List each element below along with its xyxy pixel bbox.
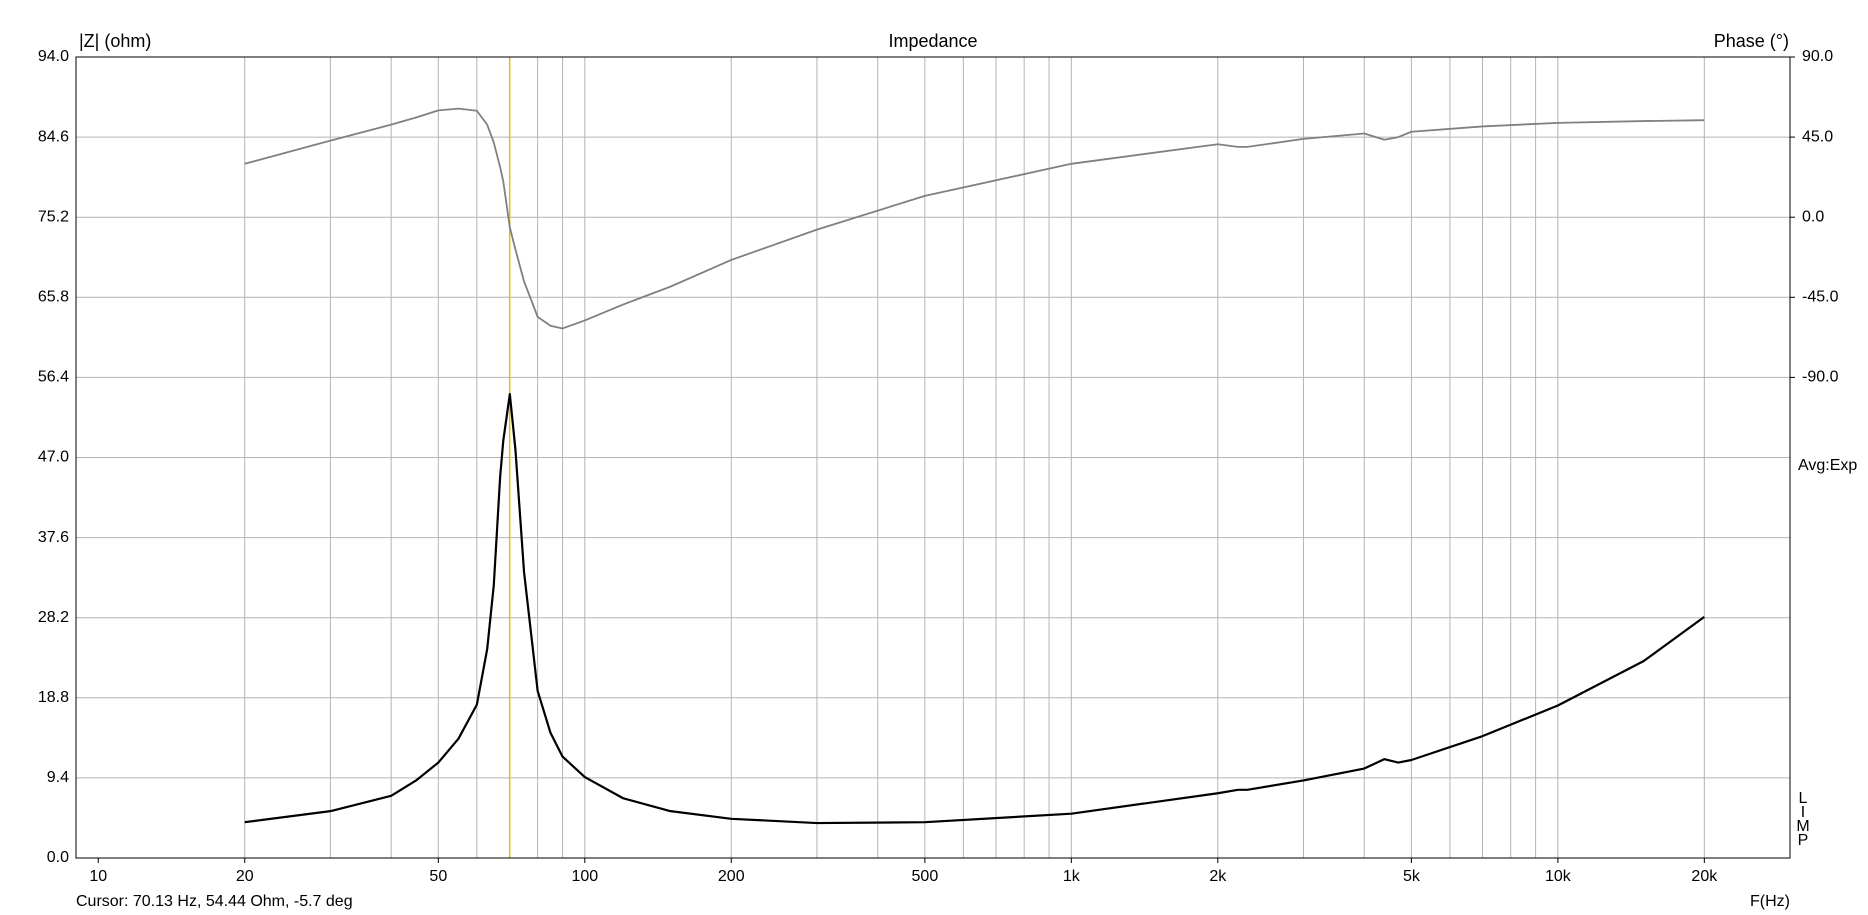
series-line xyxy=(244,107,1705,330)
y2-tick-label: -45.0 xyxy=(1802,289,1839,306)
y-tick-label: 28.2 xyxy=(38,609,69,626)
plot-frame xyxy=(75,56,1791,859)
chart-title: Impedance xyxy=(888,31,977,51)
x-tick-label: 50 xyxy=(429,868,447,885)
y2-tick-label: -90.0 xyxy=(1802,369,1839,386)
y2-axis-label: Phase (°) xyxy=(1714,31,1789,51)
y-tick-label: 0.0 xyxy=(47,849,69,866)
x-tick-label: 5k xyxy=(1403,868,1421,885)
side-note: Avg:Exp xyxy=(1798,457,1857,474)
y2-tick-label: 90.0 xyxy=(1802,48,1833,65)
y-tick-label: 75.2 xyxy=(38,208,69,225)
x-axis-label: F(Hz) xyxy=(1750,893,1790,910)
y2-tick-label: 0.0 xyxy=(1802,208,1824,225)
x-tick-label: 20 xyxy=(236,868,254,885)
y-tick-label: 37.6 xyxy=(38,529,69,546)
series-line xyxy=(244,393,1705,825)
x-tick-label: 500 xyxy=(912,868,939,885)
y-tick-label: 18.8 xyxy=(38,689,69,706)
y-tick-label: 94.0 xyxy=(38,48,69,65)
x-tick-label: 10k xyxy=(1545,868,1572,885)
y2-tick-label: 45.0 xyxy=(1802,128,1833,145)
y-tick-label: 56.4 xyxy=(38,369,69,386)
brand: LIMP xyxy=(1795,790,1812,846)
cursor-readout: Cursor: 70.13 Hz, 54.44 Ohm, -5.7 deg xyxy=(76,893,353,910)
x-tick-label: 20k xyxy=(1691,868,1718,885)
y-tick-label: 65.8 xyxy=(38,289,69,306)
x-tick-label: 10 xyxy=(89,868,107,885)
x-tick-label: 200 xyxy=(718,868,745,885)
x-tick-label: 100 xyxy=(571,868,598,885)
y-axis-label: |Z| (ohm) xyxy=(79,31,151,51)
y-tick-label: 47.0 xyxy=(38,449,69,466)
x-tick-label: 2k xyxy=(1209,868,1227,885)
x-tick-label: 1k xyxy=(1063,868,1081,885)
y-tick-label: 9.4 xyxy=(47,769,69,786)
y-tick-label: 84.6 xyxy=(38,128,69,145)
